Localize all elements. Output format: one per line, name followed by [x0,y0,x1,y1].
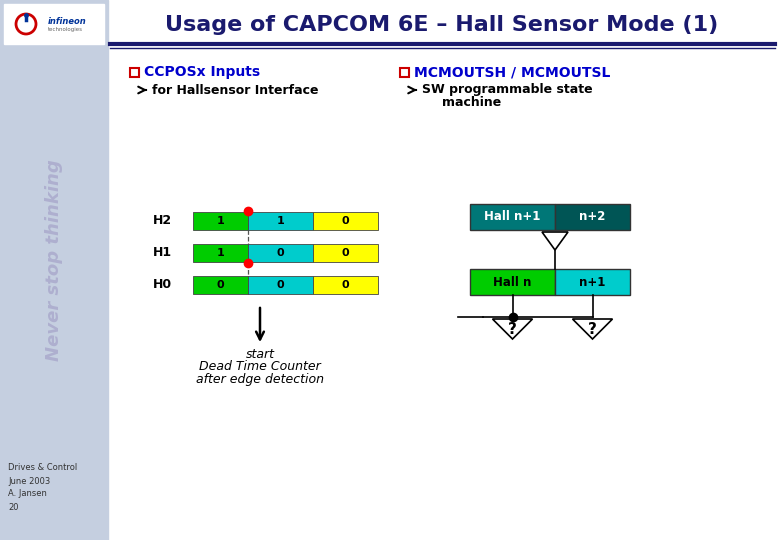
Text: 1: 1 [217,216,225,226]
Text: ?: ? [508,322,517,338]
Text: Never stop thinking: Never stop thinking [45,159,63,361]
Text: Hall n+1: Hall n+1 [484,211,541,224]
Text: ?: ? [588,322,597,338]
Text: n+2: n+2 [580,211,606,224]
Text: A. Jansen: A. Jansen [8,489,47,498]
Bar [248,212,313,230]
Text: 0: 0 [277,280,285,290]
Bar [248,276,313,294]
Text: machine: machine [442,97,502,110]
Bar [470,269,555,295]
Text: CCPOSx Inputs: CCPOSx Inputs [144,65,260,79]
Text: 0: 0 [342,216,349,226]
Bar [555,269,630,295]
Text: start: start [246,348,275,361]
Text: Drives & Control: Drives & Control [8,463,77,472]
Text: H2: H2 [153,214,172,227]
Bar [193,276,248,294]
Bar [193,244,248,262]
Bar [0,0,108,540]
Bar [130,68,139,77]
Text: Usage of CAPCOM 6E – Hall Sensor Mode (1): Usage of CAPCOM 6E – Hall Sensor Mode (1… [165,15,718,35]
Text: Hall n: Hall n [493,275,532,288]
Bar [193,212,248,230]
Text: 0: 0 [217,280,225,290]
Text: 0: 0 [342,280,349,290]
Text: H1: H1 [153,246,172,260]
Bar [400,68,409,77]
Text: 20: 20 [8,503,19,511]
Text: 1: 1 [217,248,225,258]
Text: n+1: n+1 [580,275,606,288]
Bar [470,204,555,230]
Text: 0: 0 [277,248,285,258]
Text: Dead Time Counter: Dead Time Counter [199,361,321,374]
Bar [313,276,378,294]
Text: June 2003: June 2003 [8,476,50,485]
Text: for Hallsensor Interface: for Hallsensor Interface [152,84,318,97]
Circle shape [16,14,36,34]
Bar [555,204,630,230]
Text: 1: 1 [277,216,285,226]
Text: 0: 0 [342,248,349,258]
Text: MCMOUTSH / MCMOUTSL: MCMOUTSH / MCMOUTSL [414,65,611,79]
Text: SW programmable state: SW programmable state [422,84,593,97]
Text: infineon: infineon [48,17,87,25]
Bar [313,212,378,230]
Bar [313,244,378,262]
Text: after edge detection: after edge detection [196,373,324,386]
Text: technologies: technologies [48,26,83,31]
Text: H0: H0 [153,279,172,292]
Bar [4,4,104,44]
Bar [248,244,313,262]
